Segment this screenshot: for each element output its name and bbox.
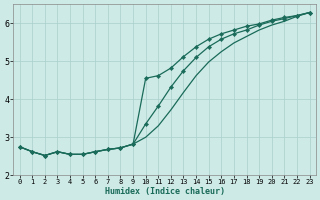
X-axis label: Humidex (Indice chaleur): Humidex (Indice chaleur) [105,187,225,196]
